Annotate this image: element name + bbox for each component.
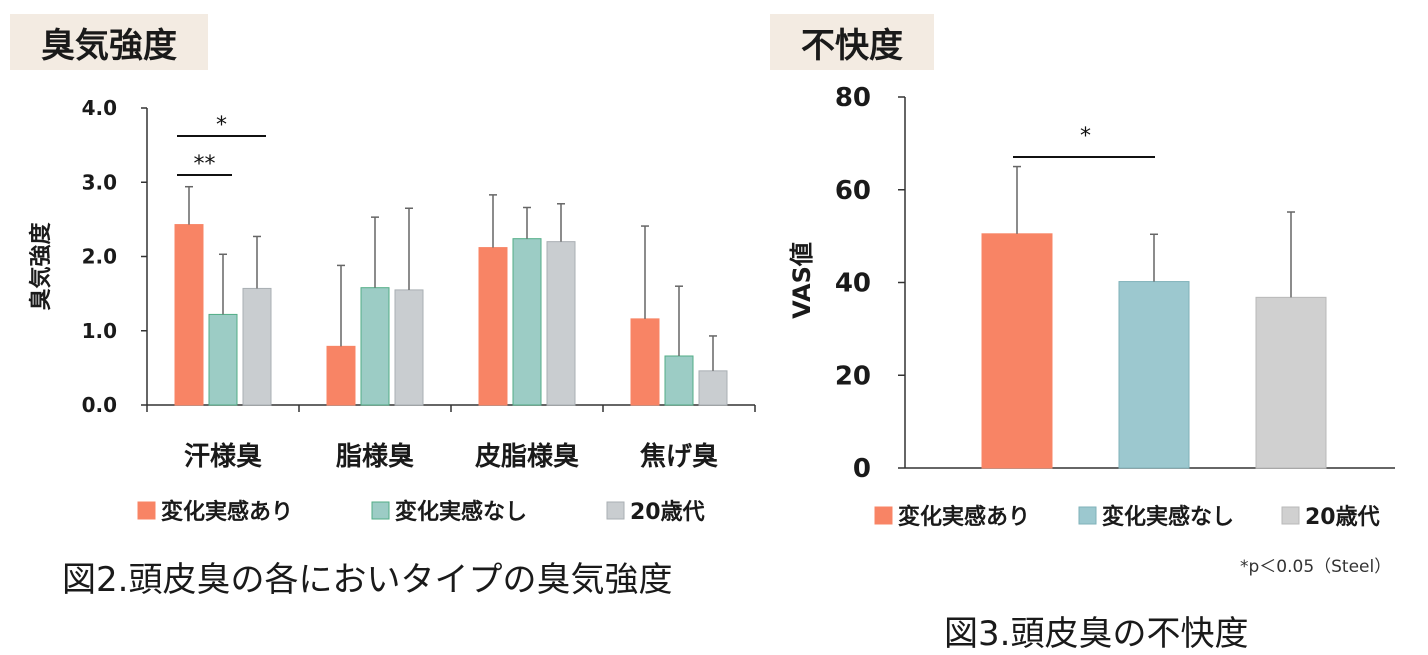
chart2-significance-marker: * <box>1080 124 1091 149</box>
chart1-category-label: 脂様臭 <box>336 441 414 472</box>
chart1-y-tick-label: 1.0 <box>82 319 117 343</box>
chart1-bar <box>360 287 390 406</box>
chart1-y-tick-label: 2.0 <box>82 245 117 269</box>
chart2-legend-swatch <box>1078 506 1097 525</box>
chart1-bar <box>174 224 204 406</box>
chart1-y-tick-label: 4.0 <box>82 96 117 120</box>
chart2-y-tick-label: 60 <box>835 176 871 206</box>
chart2-legend-label: 変化実感なし <box>1102 504 1234 530</box>
chart2-y-axis-label: VAS値 <box>788 242 816 319</box>
chart1-tag: 臭気強度 <box>10 14 208 70</box>
chart2-y-tick-label: 40 <box>835 269 871 299</box>
chart1-y-tick-label: 0.0 <box>82 393 117 417</box>
chart1-significance-marker: ** <box>194 152 216 177</box>
chart1-bar <box>664 355 694 406</box>
chart1-category-label: 焦げ臭 <box>640 441 718 472</box>
chart1-legend-label: 変化実感なし <box>395 499 527 525</box>
chart2-bar <box>981 233 1053 469</box>
chart1-legend-label: 20歳代 <box>630 500 705 525</box>
chart1-category-label: 皮脂様臭 <box>475 441 579 472</box>
chart2-tag: 不快度 <box>770 14 934 70</box>
chart1-y-tick-label: 3.0 <box>82 170 117 194</box>
chart1-bar <box>546 241 576 406</box>
chart1-bar <box>630 318 660 406</box>
chart2-y-tick-label: 80 <box>835 83 871 113</box>
chart2-legend-swatch <box>1281 506 1300 525</box>
chart2-y-tick-label: 0 <box>853 454 871 484</box>
chart1-legend-swatch <box>606 501 625 520</box>
figure2-caption: 図2.頭皮臭の各においタイプの臭気強度 <box>62 560 673 600</box>
chart1-legend-swatch <box>137 501 156 520</box>
chart2-bar <box>1255 296 1327 469</box>
chart1-bar <box>242 287 272 406</box>
chart1-significance-marker: * <box>216 113 227 138</box>
chart2-y-tick-label: 20 <box>835 361 871 391</box>
chart1-y-axis-label: 臭気強度 <box>28 222 54 311</box>
significance-note: *p＜0.05（Steel） <box>1240 557 1392 577</box>
chart1-category-label: 汗様臭 <box>184 441 262 472</box>
chart1-bar <box>512 238 542 406</box>
figure3-caption: 図3.頭皮臭の不快度 <box>944 614 1249 654</box>
chart2-legend-label: 変化実感あり <box>898 504 1030 530</box>
chart2-legend-label: 20歳代 <box>1305 505 1380 530</box>
chart2-legend-swatch <box>874 506 893 525</box>
chart2-bar <box>1118 281 1190 469</box>
chart1-bar <box>208 313 238 406</box>
chart1-bar <box>394 289 424 406</box>
chart1-bar <box>698 370 728 406</box>
chart1-bar <box>478 247 508 406</box>
chart1-legend-swatch <box>371 501 390 520</box>
chart1-bar <box>326 345 356 406</box>
chart1-legend-label: 変化実感あり <box>161 499 293 525</box>
